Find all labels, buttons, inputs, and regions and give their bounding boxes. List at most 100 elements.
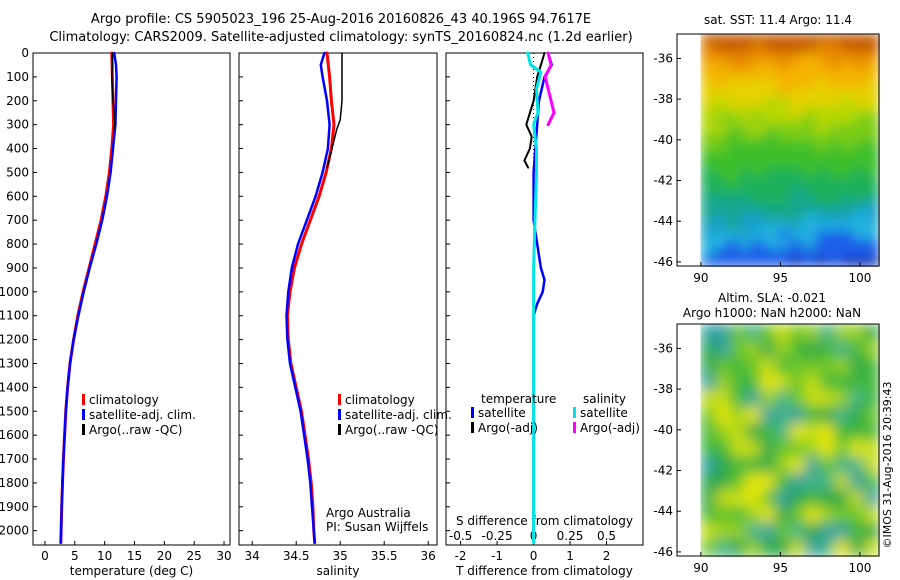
sst-cell bbox=[700, 105, 715, 115]
sst-cell bbox=[802, 185, 816, 196]
sst-cell bbox=[802, 239, 816, 249]
sla-cell bbox=[864, 357, 880, 375]
sst-cell bbox=[777, 132, 791, 142]
sla-cell bbox=[730, 324, 746, 342]
sla-cell bbox=[864, 373, 880, 391]
sla-cell bbox=[864, 324, 880, 342]
sst-cell bbox=[866, 150, 880, 160]
sst-cell bbox=[866, 239, 880, 249]
sst-cell bbox=[700, 221, 715, 231]
sla-cell bbox=[789, 324, 806, 342]
y-tick-label: 1200 bbox=[0, 333, 29, 347]
x-tick-label: 95 bbox=[773, 271, 788, 285]
sst-cell bbox=[700, 150, 715, 160]
sla-cell bbox=[775, 390, 791, 408]
y-tick-label: 1700 bbox=[0, 452, 29, 466]
sst-cell bbox=[789, 105, 804, 115]
sst-cell bbox=[828, 239, 842, 249]
y-tick-label: 1900 bbox=[0, 500, 29, 514]
sst-cell bbox=[828, 132, 842, 142]
sst-cell bbox=[726, 132, 740, 142]
sst-cell bbox=[739, 78, 753, 89]
x-tick-label: 1 bbox=[566, 549, 574, 563]
sst-cell bbox=[764, 150, 778, 160]
sst-cell bbox=[713, 78, 727, 89]
sla-cell bbox=[700, 440, 717, 458]
sst-cell bbox=[777, 141, 791, 151]
sst-cell bbox=[764, 248, 778, 258]
sst-cell bbox=[764, 230, 778, 240]
sst-cell bbox=[700, 114, 715, 124]
sst-cell bbox=[802, 51, 816, 62]
sst-cell bbox=[751, 34, 766, 44]
temperature-panel: 0100200300400500600700800900100011001200… bbox=[0, 46, 232, 578]
sla-cell bbox=[819, 506, 836, 524]
sst-cell bbox=[828, 105, 842, 115]
sst-cell bbox=[840, 123, 855, 133]
sst-cell bbox=[802, 34, 816, 44]
sst-cell bbox=[751, 248, 766, 258]
sst-cell bbox=[777, 167, 791, 178]
sla-cell bbox=[849, 423, 865, 441]
sla-cell bbox=[834, 506, 850, 524]
sst-cell bbox=[815, 96, 829, 106]
sla-cell bbox=[789, 440, 806, 458]
sst-cell bbox=[739, 158, 753, 169]
sst-cell bbox=[713, 212, 727, 222]
sst-cell bbox=[764, 60, 778, 71]
sst-cell bbox=[828, 87, 842, 98]
x-axis-label: T difference from climatology bbox=[455, 564, 633, 578]
sst-cell bbox=[840, 114, 855, 124]
sla-cell bbox=[730, 406, 746, 425]
legend-entry: satellite bbox=[580, 406, 628, 420]
y-tick-label: -44 bbox=[653, 214, 673, 228]
sla-cell bbox=[700, 539, 717, 557]
sst-cell bbox=[713, 42, 727, 53]
sst-cell bbox=[751, 123, 766, 133]
sst-cell bbox=[777, 123, 791, 133]
sla-cell bbox=[864, 506, 880, 524]
sst-cell bbox=[866, 212, 880, 222]
sst-cell bbox=[751, 194, 766, 205]
sst-cell bbox=[700, 212, 715, 222]
sla-cell bbox=[760, 489, 776, 507]
sst-cell bbox=[853, 203, 867, 214]
sst-cell bbox=[802, 176, 816, 187]
x-tick-label: 35.5 bbox=[371, 549, 398, 563]
sst-cell bbox=[789, 114, 804, 124]
legend-header: salinity bbox=[583, 392, 626, 406]
sla-cell bbox=[745, 373, 761, 391]
sst-cell bbox=[777, 221, 791, 231]
sla-cell bbox=[804, 489, 821, 507]
sst-cell bbox=[713, 34, 727, 44]
sst-cell bbox=[866, 185, 880, 196]
sla-cell bbox=[775, 406, 791, 425]
sla-cell bbox=[819, 473, 836, 491]
climatology-line bbox=[59, 51, 116, 545]
sst-cell bbox=[764, 185, 778, 196]
sla-cell bbox=[730, 473, 746, 491]
sst-cell bbox=[700, 185, 715, 196]
sst-cell bbox=[828, 34, 842, 44]
sla-cell bbox=[715, 324, 732, 342]
legend-entry: satellite bbox=[478, 406, 526, 420]
sst-cell bbox=[764, 221, 778, 231]
sla-cell bbox=[775, 357, 791, 375]
sla-cell bbox=[700, 373, 717, 391]
sst-cell bbox=[726, 78, 740, 89]
map-frame bbox=[676, 323, 880, 557]
sst-cell bbox=[815, 257, 829, 267]
sst-cell bbox=[726, 34, 740, 44]
sst-cell bbox=[764, 34, 778, 44]
sla-cell bbox=[745, 357, 761, 375]
sst-cell bbox=[802, 212, 816, 222]
sst-cell bbox=[789, 194, 804, 205]
sst-cell bbox=[853, 248, 867, 258]
sst-cell bbox=[815, 105, 829, 115]
sst-cell bbox=[789, 158, 804, 169]
sst-cell bbox=[815, 51, 829, 62]
sst-cell bbox=[700, 141, 715, 151]
sst-cell bbox=[777, 248, 791, 258]
sla-cell bbox=[760, 473, 776, 491]
sla-cell bbox=[804, 522, 821, 541]
